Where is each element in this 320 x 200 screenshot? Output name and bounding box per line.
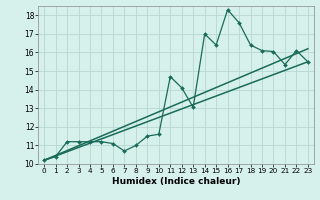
X-axis label: Humidex (Indice chaleur): Humidex (Indice chaleur)	[112, 177, 240, 186]
